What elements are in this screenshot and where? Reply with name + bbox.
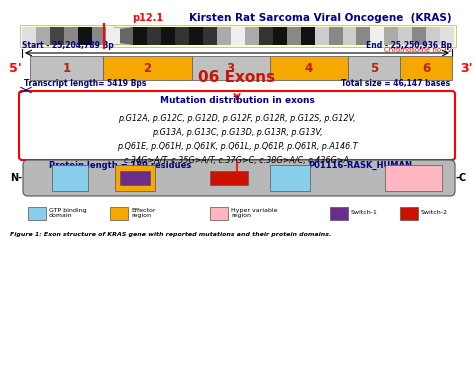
Bar [273, 27, 287, 45]
Bar [440, 27, 454, 45]
Polygon shape [113, 44, 129, 45]
Text: Figure 1: Exon structure of KRAS gene with reported mutations and their protein : Figure 1: Exon structure of KRAS gene wi… [10, 232, 331, 237]
Text: Protein length = 189 residues: Protein length = 189 residues [49, 161, 191, 170]
Bar [426, 27, 440, 45]
Text: 06 Exons: 06 Exons [199, 70, 275, 85]
Bar [161, 27, 175, 45]
Bar [115, 165, 155, 191]
Bar [78, 27, 91, 45]
Text: Start - 25,204,789 Bp: Start - 25,204,789 Bp [22, 41, 114, 50]
Bar [270, 56, 348, 80]
Bar [120, 171, 150, 185]
Text: 4: 4 [305, 62, 313, 75]
Bar [245, 27, 259, 45]
Bar [119, 27, 134, 45]
Bar [189, 27, 203, 45]
Text: N-: N- [10, 173, 22, 183]
Text: p.Q61E, p.Q61H, p.Q61K, p.Q61L, p.Q61P, p.Q61R, p.A146.T: p.Q61E, p.Q61H, p.Q61K, p.Q61L, p.Q61P, … [117, 142, 357, 151]
Bar [328, 27, 343, 45]
Text: 2: 2 [143, 62, 151, 75]
Text: Switch-1: Switch-1 [351, 211, 378, 216]
Text: c.34G>A/T, c.35G>A/T, c.37G>C, c.38G>A/C, c.436G>A: c.34G>A/T, c.35G>A/T, c.37G>C, c.38G>A/C… [125, 156, 349, 165]
Text: 1: 1 [63, 62, 71, 75]
Bar [30, 56, 103, 80]
Bar [134, 27, 147, 45]
Bar [301, 27, 315, 45]
Bar [203, 27, 217, 45]
Text: Chromosome no 12: Chromosome no 12 [384, 47, 452, 53]
Text: Total size = 46,147 bases: Total size = 46,147 bases [341, 79, 450, 88]
Bar [28, 207, 46, 219]
Bar [64, 27, 78, 45]
Text: End - 25,250,936 Bp: End - 25,250,936 Bp [366, 41, 452, 50]
Bar [110, 207, 128, 219]
Bar [191, 56, 270, 80]
Bar [217, 27, 231, 45]
Bar [384, 27, 398, 45]
FancyBboxPatch shape [19, 91, 455, 160]
Bar [20, 25, 456, 47]
Text: p.G13A, p.G13C, p.G13D, p.G13R, p.G13V,: p.G13A, p.G13C, p.G13D, p.G13R, p.G13V, [152, 128, 322, 137]
Bar [175, 27, 189, 45]
Polygon shape [113, 27, 129, 28]
Text: -C: -C [456, 173, 467, 183]
Bar [315, 27, 328, 45]
Text: p.G12A, p.G12C, p.G12D, p.G12F, p.G12R, p.G12S, p.G12V,: p.G12A, p.G12C, p.G12D, p.G12F, p.G12R, … [118, 114, 356, 123]
Text: 5: 5 [370, 62, 378, 75]
Text: Mutation distribution in exons: Mutation distribution in exons [160, 96, 314, 105]
Bar [91, 27, 106, 45]
Text: 3': 3' [460, 62, 473, 75]
Bar [147, 27, 161, 45]
Bar [385, 165, 442, 191]
Text: GTP binding
domain: GTP binding domain [49, 207, 87, 218]
Bar [103, 56, 191, 80]
Bar [356, 27, 370, 45]
Bar [330, 207, 348, 219]
Bar [259, 27, 273, 45]
Text: 5': 5' [9, 62, 22, 75]
Text: Effector
region: Effector region [131, 207, 155, 218]
Bar [50, 27, 64, 45]
Text: P01116-RASK_HUMAN: P01116-RASK_HUMAN [308, 161, 412, 170]
Bar [398, 27, 412, 45]
FancyBboxPatch shape [23, 160, 455, 196]
Bar [287, 27, 301, 45]
Bar [210, 171, 248, 185]
Text: 6: 6 [422, 62, 430, 75]
Bar [400, 56, 452, 80]
Bar [348, 56, 400, 80]
Text: Transcript length= 5419 Bps: Transcript length= 5419 Bps [24, 79, 146, 88]
Bar [400, 207, 418, 219]
Text: Hyper variable
region: Hyper variable region [231, 207, 277, 218]
Bar [412, 27, 426, 45]
Text: p12.1: p12.1 [132, 13, 164, 23]
Text: 3: 3 [227, 62, 235, 75]
Bar [52, 165, 88, 191]
Bar [210, 207, 228, 219]
Bar [231, 27, 245, 45]
Text: Kirsten Rat Sarcoma Viral Oncogene  (KRAS): Kirsten Rat Sarcoma Viral Oncogene (KRAS… [189, 13, 451, 23]
Text: Switch-2: Switch-2 [421, 211, 448, 216]
Bar [370, 27, 384, 45]
Bar [343, 27, 356, 45]
Bar [270, 165, 310, 191]
Bar [36, 27, 50, 45]
Bar [22, 27, 36, 45]
Bar [106, 27, 119, 45]
